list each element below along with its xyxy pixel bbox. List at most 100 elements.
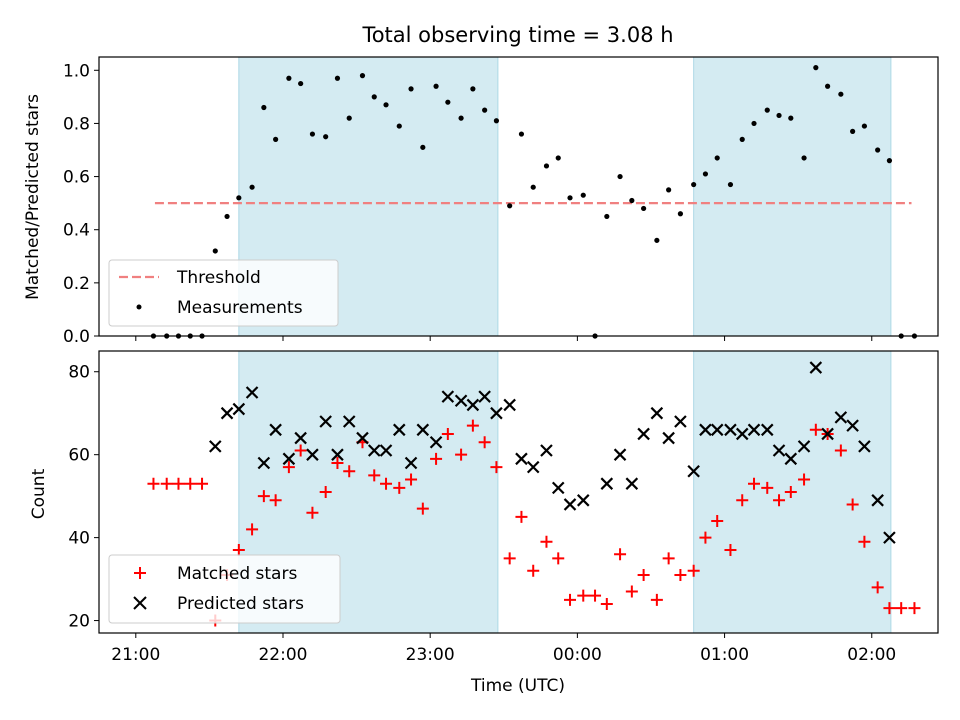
shaded-interval bbox=[693, 56, 892, 337]
measurement-point bbox=[224, 213, 230, 220]
measurement-point bbox=[654, 237, 660, 243]
matched-star-point bbox=[416, 502, 429, 515]
top-panel-frame bbox=[98, 56, 939, 337]
y-tick-label: 0.2 bbox=[63, 274, 90, 294]
matched-star-point bbox=[883, 602, 896, 615]
measurement-point bbox=[445, 99, 451, 105]
measurement-point bbox=[396, 123, 402, 129]
measurement-point bbox=[604, 213, 610, 220]
predicted-star-point bbox=[784, 452, 798, 466]
predicted-star-point bbox=[797, 440, 811, 453]
bottom-panel-y-ticks: 20 40 60 80 bbox=[68, 363, 99, 632]
matched-star-point bbox=[257, 490, 270, 503]
predicted-star-point bbox=[429, 435, 443, 449]
y-tick-label: 20 bbox=[68, 612, 90, 632]
x-tick-label: 00:00 bbox=[553, 645, 602, 665]
predicted-star-point bbox=[294, 431, 307, 445]
predicted-star-point bbox=[687, 464, 700, 478]
bottom-legend-frame bbox=[108, 554, 341, 624]
predicted-star-point bbox=[637, 427, 650, 441]
matched-star-point bbox=[674, 568, 687, 581]
matched-star-point bbox=[784, 486, 797, 498]
measurement-point bbox=[838, 91, 844, 97]
predicted-star-point bbox=[674, 415, 687, 428]
matched-star-point bbox=[490, 461, 503, 474]
x-tick-label: 21:00 bbox=[111, 645, 160, 665]
measurement-point bbox=[617, 173, 623, 180]
y-tick-label: 80 bbox=[68, 363, 90, 383]
matched-star-point bbox=[478, 436, 491, 449]
measurement-point bbox=[714, 155, 720, 161]
predicted-star-point bbox=[232, 402, 246, 416]
x-tick-label: 22:00 bbox=[258, 645, 307, 665]
measurement-point bbox=[323, 134, 329, 140]
predicted-star-point bbox=[526, 460, 540, 474]
predicted-star-point bbox=[710, 423, 724, 437]
predicted-star-point bbox=[220, 406, 234, 420]
matched-star-point bbox=[368, 469, 381, 482]
measurement-point bbox=[371, 94, 377, 100]
matched-star-point bbox=[552, 552, 565, 565]
matched-star-point bbox=[196, 477, 209, 490]
y-tick-label: 0.0 bbox=[63, 327, 90, 347]
measurement-point bbox=[458, 115, 464, 121]
matched-star-point bbox=[662, 552, 675, 565]
predicted-star-point bbox=[846, 419, 859, 432]
y-tick-label: 60 bbox=[68, 446, 90, 466]
predicted-star-point bbox=[871, 494, 884, 507]
measurement-point bbox=[273, 136, 279, 142]
measurement-point bbox=[383, 102, 389, 108]
measurement-point bbox=[666, 187, 672, 193]
predicted-star-point bbox=[245, 386, 259, 399]
measurement-point bbox=[286, 75, 292, 81]
predicted-star-point bbox=[269, 423, 282, 437]
predicted-star-point bbox=[563, 498, 577, 511]
matched-star-point bbox=[871, 581, 884, 594]
predicted-star-point bbox=[490, 406, 503, 420]
matched-star-point bbox=[540, 535, 553, 548]
measurement-point bbox=[530, 184, 536, 190]
matched-star-point bbox=[172, 477, 185, 490]
measurement-point bbox=[236, 195, 242, 201]
measurement-point bbox=[886, 158, 893, 164]
matched-star-point bbox=[430, 452, 443, 465]
measurement-point bbox=[788, 115, 794, 121]
matched-star-point bbox=[846, 498, 859, 511]
matched-star-point bbox=[748, 477, 761, 490]
measurement-point bbox=[309, 131, 316, 137]
predicted-star-point bbox=[331, 448, 344, 461]
measurement-point bbox=[751, 120, 757, 127]
top-panel-legend: Threshold Measurements bbox=[108, 259, 339, 327]
y-tick-label: 1.0 bbox=[63, 61, 90, 81]
predicted-star-point bbox=[515, 452, 528, 466]
measurement-point bbox=[543, 163, 550, 169]
matched-star-point bbox=[637, 568, 650, 581]
matched-star-point bbox=[834, 444, 847, 457]
predicted-star-point bbox=[747, 423, 761, 437]
measurement-point bbox=[567, 195, 573, 201]
measurement-point bbox=[641, 205, 647, 212]
matched-star-point bbox=[441, 427, 454, 440]
measurement-point bbox=[702, 171, 709, 177]
measurement-point bbox=[420, 144, 426, 150]
matched-star-point bbox=[160, 477, 173, 490]
measurement-point bbox=[518, 131, 525, 137]
matched-star-point bbox=[577, 589, 590, 602]
matched-star-point bbox=[564, 593, 577, 606]
predicted-star-point bbox=[503, 398, 516, 412]
predicted-star-point bbox=[416, 423, 430, 437]
matched-star-point bbox=[614, 548, 627, 561]
legend-matched-swatch bbox=[134, 567, 146, 579]
y-tick-label: 40 bbox=[68, 529, 90, 549]
measurement-point bbox=[825, 83, 831, 89]
matched-star-point bbox=[650, 593, 663, 606]
top-panel-ylabel: Matched/Predicted stars bbox=[23, 94, 43, 300]
top-legend-frame bbox=[108, 259, 339, 327]
y-tick-label: 0.4 bbox=[63, 221, 90, 241]
predicted-star-point bbox=[209, 440, 222, 453]
measurement-point bbox=[580, 192, 586, 198]
matched-star-point bbox=[294, 444, 307, 457]
matched-star-point bbox=[809, 423, 822, 436]
legend-threshold-label: Threshold bbox=[176, 268, 261, 288]
